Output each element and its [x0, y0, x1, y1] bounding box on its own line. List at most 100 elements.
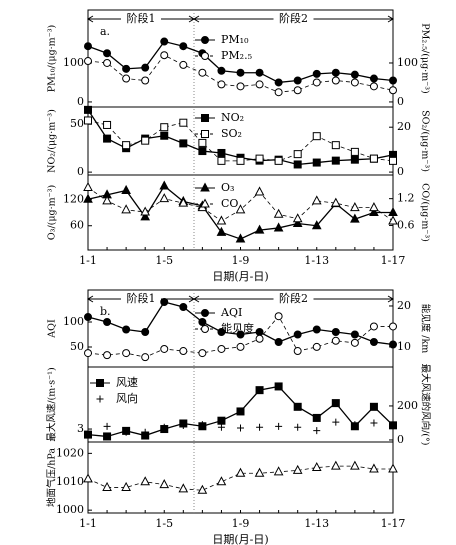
data-point: [84, 42, 92, 51]
data-point: [159, 479, 170, 489]
data-point: [198, 68, 207, 77]
data-point: [389, 86, 397, 95]
data-point: [141, 353, 150, 362]
y2-tick-label: 100: [397, 56, 418, 69]
data-point: [273, 222, 284, 232]
data-point: [217, 328, 226, 336]
panel-tag: b.: [100, 305, 111, 318]
data-point: [331, 68, 340, 77]
data-point: [121, 184, 131, 194]
data-point: [96, 395, 104, 403]
legend-label: NO₂: [221, 111, 244, 124]
data-point: [84, 116, 92, 125]
y-axis-label: 地面气压/hPa: [46, 448, 58, 507]
data-point: [312, 69, 321, 78]
data-point: [178, 483, 189, 493]
data-point: [96, 379, 104, 387]
data-point: [141, 63, 150, 72]
data-point: [160, 423, 168, 431]
data-point: [332, 418, 340, 426]
data-point: [331, 141, 340, 150]
data-point: [217, 416, 226, 425]
data-point: [350, 70, 359, 79]
data-point: [313, 427, 321, 435]
data-point: [200, 182, 210, 192]
data-point: [255, 328, 264, 336]
data-point: [201, 52, 209, 60]
data-point: [293, 160, 302, 169]
data-point: [216, 226, 227, 236]
data-point: [293, 402, 302, 411]
data-point: [369, 322, 378, 331]
data-point: [292, 464, 303, 474]
x-tick-label: 1-17: [381, 254, 406, 267]
stage-label-bg: [121, 292, 161, 306]
data-point: [293, 150, 302, 159]
data-point: [122, 64, 131, 73]
data-point: [311, 195, 322, 205]
data-point: [294, 423, 302, 431]
y-tick-label: 60: [70, 219, 84, 232]
data-point: [84, 57, 92, 66]
y-tick-label: 120: [63, 192, 84, 205]
stage-label-bg: [273, 12, 314, 26]
data-point: [198, 349, 207, 358]
data-point: [312, 132, 321, 141]
legend-label: CO: [221, 197, 238, 210]
data-point: [201, 36, 209, 44]
data-point: [141, 76, 150, 85]
data-point: [273, 208, 284, 218]
stage-label: 阶段1: [127, 11, 156, 25]
data-point: [122, 325, 131, 334]
data-point: [160, 51, 169, 60]
data-point: [293, 86, 302, 95]
data-point: [388, 215, 398, 225]
data-point: [160, 344, 169, 353]
y-tick-label: 50: [70, 117, 84, 130]
data-point: [103, 422, 111, 430]
legend-label: AQI: [220, 306, 242, 319]
y-tick-label: 1000: [56, 503, 84, 516]
data-point: [140, 211, 151, 221]
data-point: [254, 467, 265, 477]
data-point: [311, 461, 322, 472]
data-point: [179, 347, 188, 356]
stage-label-bg: [121, 12, 161, 26]
data-point: [235, 467, 246, 477]
data-point: [236, 68, 245, 77]
data-point: [256, 423, 264, 431]
data-point: [83, 181, 93, 191]
data-point: [179, 60, 188, 69]
data-point: [121, 204, 131, 214]
data-point: [369, 463, 379, 473]
y2-tick-label: 10: [397, 340, 411, 353]
data-point: [84, 429, 92, 437]
data-point: [141, 136, 150, 145]
x-tick-label: 1-9: [232, 517, 250, 530]
data-point: [388, 463, 398, 473]
data-point: [103, 58, 112, 67]
x-tick-label: 1-5: [155, 517, 173, 530]
y2-axis-label: SO₂/(μg·m⁻³): [420, 110, 431, 172]
data-point: [102, 481, 112, 491]
data-point: [201, 309, 209, 317]
data-point: [237, 424, 244, 432]
data-point: [350, 330, 359, 339]
legend-label: PM₂.₅: [221, 49, 252, 62]
y2-axis-label: PM₂.₅/(μg·m⁻³): [420, 23, 431, 93]
stage-label: 阶段1: [127, 291, 156, 305]
y2-axis-label: CO/(μg·m⁻³): [420, 183, 431, 242]
data-point: [200, 198, 210, 208]
y2-tick-label: 20: [397, 120, 411, 133]
data-point: [83, 473, 93, 483]
data-point: [312, 342, 321, 351]
data-point: [217, 156, 226, 165]
legend-label: SO₂: [221, 127, 242, 140]
data-point: [350, 202, 360, 212]
data-point: [254, 224, 265, 234]
data-point: [122, 349, 131, 358]
data-point: [201, 130, 209, 138]
data-point: [389, 424, 397, 432]
data-point: [140, 206, 151, 216]
data-point: [197, 484, 208, 494]
